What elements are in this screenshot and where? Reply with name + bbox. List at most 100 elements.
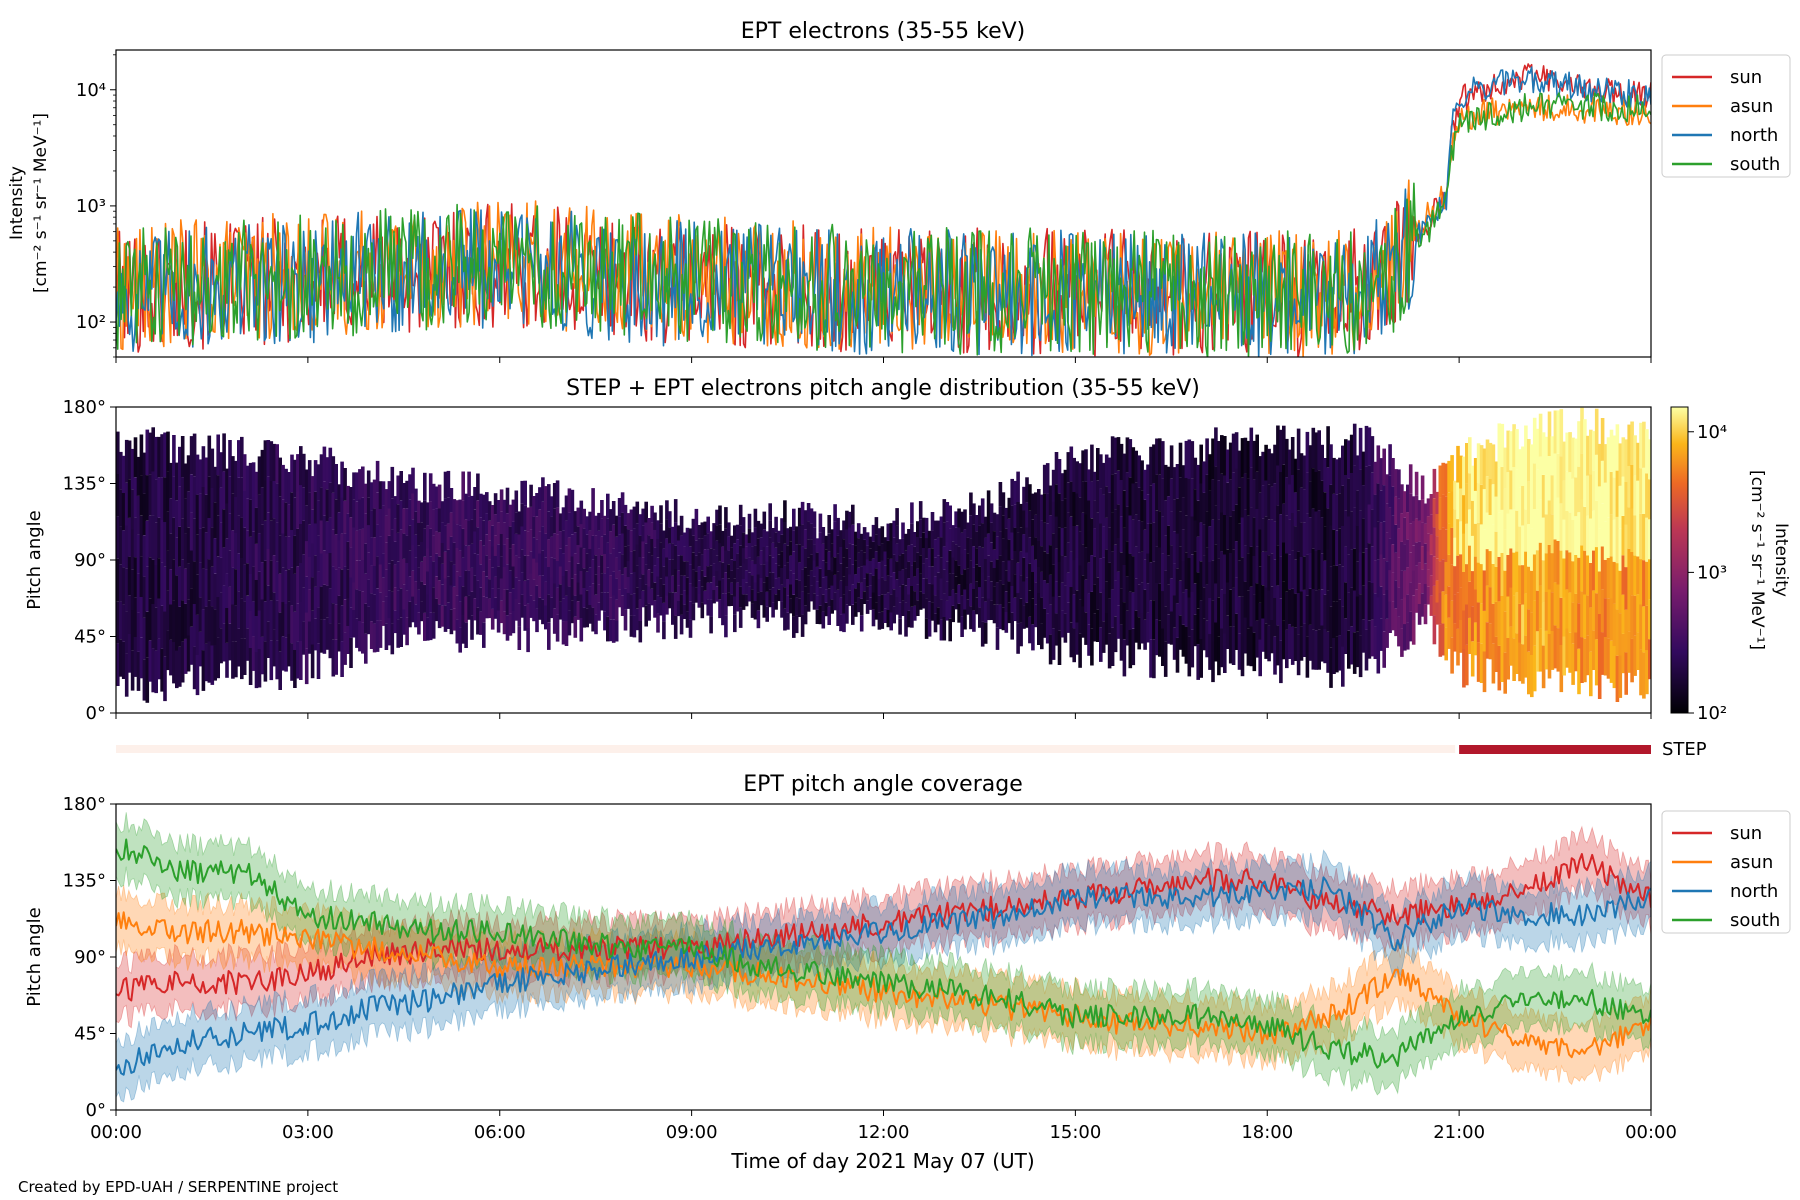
heatmap-cell	[1270, 553, 1274, 587]
heatmap-cell	[1208, 490, 1212, 527]
heatmap-cell	[883, 608, 888, 623]
heatmap-cell	[927, 566, 932, 584]
heatmap-cell	[455, 619, 460, 644]
heatmap-cell	[1376, 597, 1381, 636]
heatmap-cell	[1524, 593, 1528, 636]
heatmap-cell	[933, 595, 938, 614]
heatmap-cell	[304, 505, 309, 542]
heatmap-cell	[830, 585, 834, 600]
heatmap-cell	[139, 475, 144, 516]
heatmap-cell	[272, 443, 277, 481]
heatmap-cell	[328, 553, 333, 589]
heatmap-cell	[1169, 611, 1174, 645]
heatmap-cell	[1314, 471, 1319, 512]
heatmap-cell	[700, 554, 705, 571]
heatmap-cell	[302, 621, 306, 655]
heatmap-cell	[594, 515, 598, 536]
heatmap-cell	[901, 553, 905, 570]
heatmap-cell	[1104, 454, 1109, 487]
heatmap-cell	[1503, 447, 1507, 489]
heatmap-cell	[930, 530, 935, 549]
series-line-asun	[116, 93, 1651, 357]
heatmap-cell	[854, 531, 858, 546]
panel1-x-ticks	[115, 357, 1652, 363]
heatmap-cell	[939, 557, 944, 579]
heatmap-cell	[1341, 445, 1345, 486]
heatmap-cell	[1143, 529, 1147, 560]
heatmap-cell	[1438, 624, 1443, 657]
heatmap-cell	[1099, 627, 1103, 662]
heatmap-cell	[1559, 644, 1564, 693]
heatmap-cell	[1541, 560, 1546, 603]
heatmap-cell	[231, 604, 235, 642]
heatmap-cell	[352, 527, 356, 555]
heatmap-cell	[511, 588, 516, 611]
heatmap-cell	[242, 638, 247, 675]
heatmap-cell	[1465, 483, 1469, 524]
heatmap-cell	[889, 541, 893, 559]
heatmap-cell	[145, 657, 150, 703]
heatmap-cell	[1031, 572, 1035, 599]
heatmap-cell	[1503, 529, 1507, 571]
heatmap-cell	[662, 566, 666, 585]
heatmap-cell	[1249, 586, 1254, 627]
heatmap-cell	[1535, 509, 1540, 551]
heatmap-cell	[523, 530, 527, 556]
heatmap-cell	[650, 539, 654, 556]
heatmap-cell	[284, 502, 288, 537]
heatmap-cell	[1462, 610, 1466, 649]
heatmap-cell	[756, 520, 761, 539]
heatmap-cell	[733, 578, 737, 597]
heatmap-cell	[824, 576, 829, 590]
heatmap-cell	[606, 518, 610, 543]
heatmap-cell	[1355, 490, 1360, 526]
heatmap-cell	[145, 429, 150, 476]
heatmap-cell	[626, 577, 631, 593]
heatmap-cell	[511, 544, 516, 567]
heatmap-cell	[464, 622, 468, 648]
heatmap-cell	[405, 617, 409, 646]
heatmap-cell	[765, 606, 769, 622]
heatmap-cell	[786, 545, 790, 563]
heatmap-cell	[576, 526, 581, 545]
heatmap-cell	[1166, 525, 1171, 556]
heatmap-cell	[1550, 475, 1555, 515]
heatmap-cell	[245, 628, 250, 661]
heatmap-cell	[1532, 463, 1537, 509]
heatmap-cell	[774, 547, 778, 564]
heatmap-cell	[1022, 486, 1026, 511]
heatmap-cell	[304, 576, 309, 613]
heatmap-cell	[576, 601, 581, 620]
heatmap-cell	[151, 515, 155, 560]
heatmap-cell	[1364, 629, 1369, 671]
heatmap-cell	[954, 576, 958, 594]
heatmap-cell	[473, 553, 477, 576]
heatmap-cell	[499, 534, 504, 557]
heatmap-cell	[378, 564, 383, 593]
heatmap-cell	[1580, 637, 1584, 683]
heatmap-cell	[721, 609, 725, 626]
heatmap-cell	[1414, 471, 1419, 496]
heatmap-cell	[818, 568, 823, 588]
heatmap-cell	[482, 571, 486, 597]
heatmap-cell	[1075, 622, 1079, 655]
heatmap-cell	[1010, 586, 1014, 613]
heatmap-cell	[399, 559, 403, 589]
heatmap-cell	[1645, 561, 1649, 606]
heatmap-cell	[827, 570, 831, 589]
heatmap-cell	[933, 520, 938, 540]
heatmap-cell	[824, 589, 829, 603]
heatmap-cell	[1293, 492, 1298, 527]
heatmap-cell	[762, 546, 767, 565]
heatmap-cell	[423, 528, 427, 557]
heatmap-cell	[1609, 640, 1614, 683]
heatmap-cell	[986, 576, 991, 599]
heatmap-cell	[116, 643, 120, 686]
heatmap-cell	[1279, 556, 1283, 599]
heatmap-cell	[1432, 615, 1437, 645]
heatmap-cell	[1580, 545, 1584, 592]
heatmap-cell	[1597, 529, 1602, 572]
heatmap-cell	[700, 522, 705, 539]
heatmap-cell	[1642, 606, 1646, 653]
heatmap-cell	[632, 506, 637, 529]
